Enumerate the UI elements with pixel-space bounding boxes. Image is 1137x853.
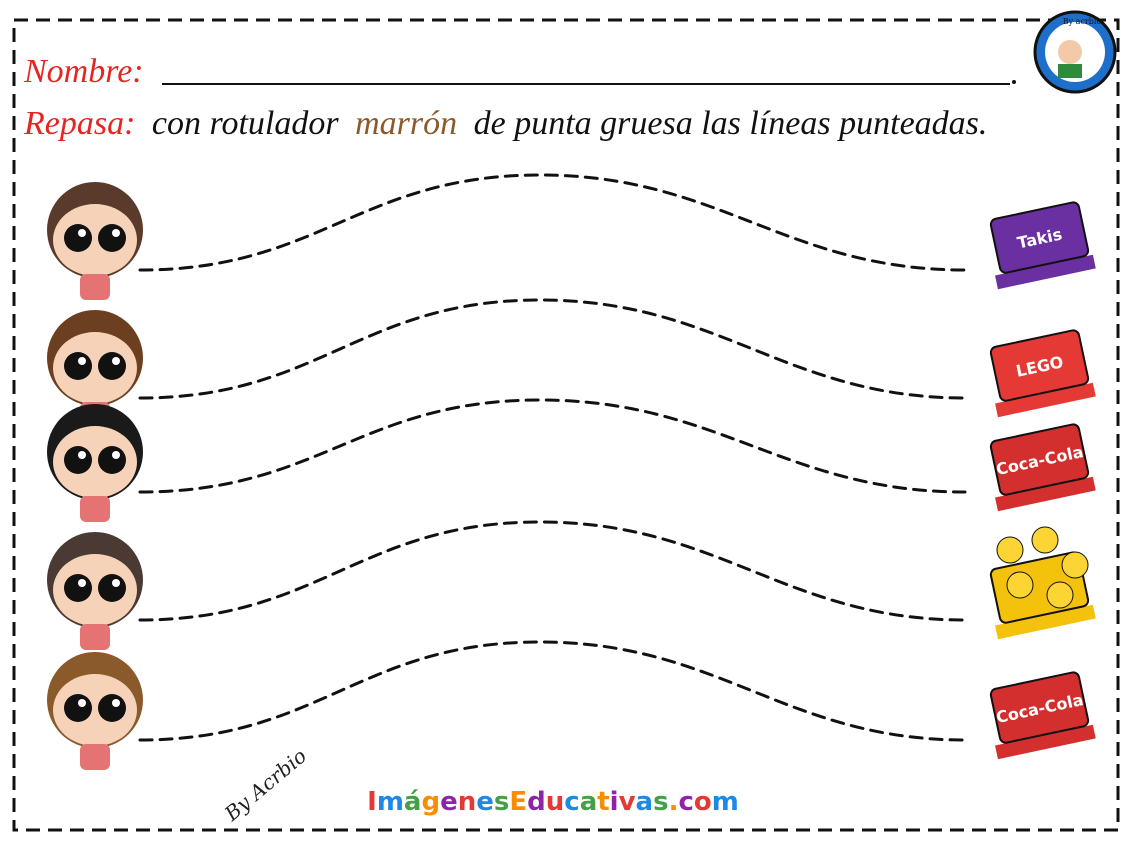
page-border (12, 18, 1120, 832)
name-dot (1012, 80, 1016, 84)
item-base (995, 604, 1096, 640)
emoji (1061, 551, 1089, 579)
site-letter: o (694, 787, 712, 817)
site-name: ImágenesEducativas.com (367, 787, 739, 817)
item-box (989, 201, 1090, 274)
kid-eye-shine (112, 451, 120, 459)
site-letter: . (669, 787, 679, 817)
dotted-line (138, 298, 967, 400)
kid-face (53, 674, 137, 746)
kid-body (80, 274, 110, 300)
row: Coca-Cola (47, 398, 1096, 522)
site-letter: v (619, 787, 636, 817)
kid-eye (98, 574, 126, 602)
signature: By Acrbio (219, 744, 311, 827)
site-letter: á (404, 787, 422, 817)
kid-eye (98, 446, 126, 474)
site-letter: i (610, 787, 619, 817)
site-letter: E (509, 787, 527, 817)
row: LEGO (47, 298, 1096, 428)
site-letter: c (678, 787, 693, 817)
kid-eye (64, 352, 92, 380)
site-letter: u (546, 787, 565, 817)
instruction-color: marrón (355, 105, 457, 142)
kid-face (53, 204, 137, 276)
item-box (989, 329, 1090, 402)
kid-eye-shine (78, 579, 86, 587)
row: Takis (47, 173, 1096, 300)
dotted-line (138, 520, 967, 622)
row: Coca-Cola (47, 640, 1096, 770)
kid-body (80, 496, 110, 522)
kid-eye (64, 574, 92, 602)
logo-text: By acrbio (1063, 17, 1102, 26)
kid-eye-shine (112, 699, 120, 707)
site-letter: d (527, 787, 546, 817)
site-letter: s (494, 787, 509, 817)
item-box (989, 423, 1090, 496)
site-letter: n (458, 787, 477, 817)
kid-eye (64, 446, 92, 474)
site-letter: g (421, 787, 440, 817)
kid-eye (64, 224, 92, 252)
kid-eye-shine (78, 451, 86, 459)
site-letter: e (440, 787, 458, 817)
kid-eye (64, 694, 92, 722)
emoji (1031, 526, 1059, 554)
dotted-line (138, 173, 967, 272)
dotted-line (138, 640, 967, 742)
item-base (995, 476, 1096, 512)
dotted-line (138, 398, 967, 494)
kid-eye-shine (112, 229, 120, 237)
kid-eye-shine (112, 357, 120, 365)
kid-body (80, 744, 110, 770)
site-letter: I (367, 787, 377, 817)
row (47, 520, 1096, 650)
instruction-text: con rotulador (152, 105, 339, 142)
emoji (996, 536, 1024, 564)
emoji (1046, 581, 1074, 609)
emoji (1006, 571, 1034, 599)
logo: By acrbio (1033, 10, 1117, 94)
item-box (989, 671, 1090, 744)
kid-eye-shine (112, 579, 120, 587)
instruction: Repasa: con rotulador marrón de punta gr… (23, 105, 987, 142)
site-letter: t (597, 787, 609, 817)
kid-face (53, 426, 137, 498)
site-letter: c (564, 787, 579, 817)
site-letter: m (377, 787, 404, 817)
name-label: Nombre: (23, 53, 144, 90)
item-base (995, 254, 1096, 290)
item-base (995, 724, 1096, 760)
site-letter: e (476, 787, 494, 817)
site-letter: a (580, 787, 598, 817)
kid-eye (98, 352, 126, 380)
instruction-text: de punta gruesa las líneas punteadas. (474, 105, 988, 142)
kid-eye (98, 694, 126, 722)
site-letter: a (636, 787, 654, 817)
site-letter: s (653, 787, 668, 817)
kid-face (53, 332, 137, 404)
kid-eye (98, 224, 126, 252)
instruction-label: Repasa: (23, 105, 135, 142)
kid-eye-shine (78, 699, 86, 707)
kid-face (53, 554, 137, 626)
kid-eye-shine (78, 229, 86, 237)
kid-eye-shine (78, 357, 86, 365)
site-letter: m (712, 787, 739, 817)
kid-body (80, 624, 110, 650)
item-base (995, 382, 1096, 418)
